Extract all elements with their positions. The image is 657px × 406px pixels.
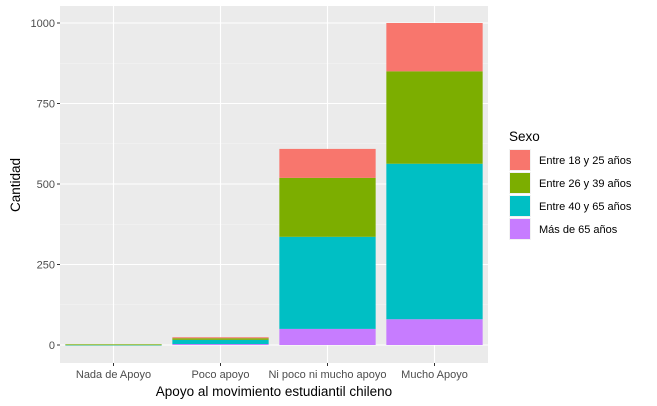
- y-tick-label: 250: [37, 260, 55, 272]
- bar-poco-apoyo-entre-18-y-25-anos: [172, 337, 269, 339]
- bar-mucho-apoyo-mas-de-65-anos: [386, 319, 483, 345]
- y-tick-label: 1000: [31, 18, 55, 30]
- bar-mucho-apoyo-entre-18-y-25-anos: [386, 23, 483, 72]
- y-axis-title: Cantidad: [8, 158, 23, 212]
- legend-swatch: [510, 196, 530, 216]
- x-axis-title: Apoyo al movimiento estudiantil chileno: [156, 384, 392, 399]
- legend: Sexo Entre 18 y 25 años Entre 26 y 39 año…: [509, 129, 632, 240]
- y-tick-label: 750: [37, 99, 55, 111]
- legend-swatch: [510, 150, 530, 170]
- x-axis-ticks: Nada de Apoyo Poco apoyo Ni poco ni mucho …: [76, 363, 468, 381]
- x-tick-label: Mucho Apoyo: [401, 369, 468, 381]
- y-axis-ticks: 0 250 500 750 1000: [31, 18, 60, 352]
- x-tick-label: Ni poco ni mucho apoyo: [268, 369, 386, 381]
- bar-poco-apoyo-mas-de-65-anos: [172, 344, 269, 345]
- x-tick-label: Nada de Apoyo: [76, 369, 151, 381]
- legend-title: Sexo: [509, 129, 540, 144]
- bar-ni-poco-ni-mucho-apoyo-entre-40-y-65-anos: [279, 236, 376, 329]
- y-tick-label: 500: [37, 179, 55, 191]
- x-tick-label: Poco apoyo: [191, 369, 249, 381]
- bar-ni-poco-ni-mucho-apoyo-entre-18-y-25-anos: [279, 148, 376, 178]
- legend-label: Entre 40 y 65 años: [539, 201, 632, 213]
- y-tick-label: 0: [49, 340, 55, 352]
- legend-swatch: [510, 173, 530, 193]
- bar-ni-poco-ni-mucho-apoyo-mas-de-65-anos: [279, 328, 376, 345]
- bar-poco-apoyo-entre-40-y-65-anos: [172, 339, 269, 345]
- bar-nada-de-apoyo-entre-26-y-39-anos: [65, 344, 162, 346]
- bar-mucho-apoyo-entre-40-y-65-anos: [386, 163, 483, 320]
- bar-ni-poco-ni-mucho-apoyo-entre-26-y-39-anos: [279, 177, 376, 237]
- bars: [65, 23, 483, 346]
- legend-swatch: [510, 219, 530, 239]
- legend-label: Entre 26 y 39 años: [539, 178, 632, 190]
- bar-poco-apoyo-entre-26-y-39-anos: [172, 338, 269, 340]
- legend-label: Más de 65 años: [539, 224, 618, 236]
- legend-label: Entre 18 y 25 años: [539, 155, 632, 167]
- bar-mucho-apoyo-entre-26-y-39-anos: [386, 71, 483, 164]
